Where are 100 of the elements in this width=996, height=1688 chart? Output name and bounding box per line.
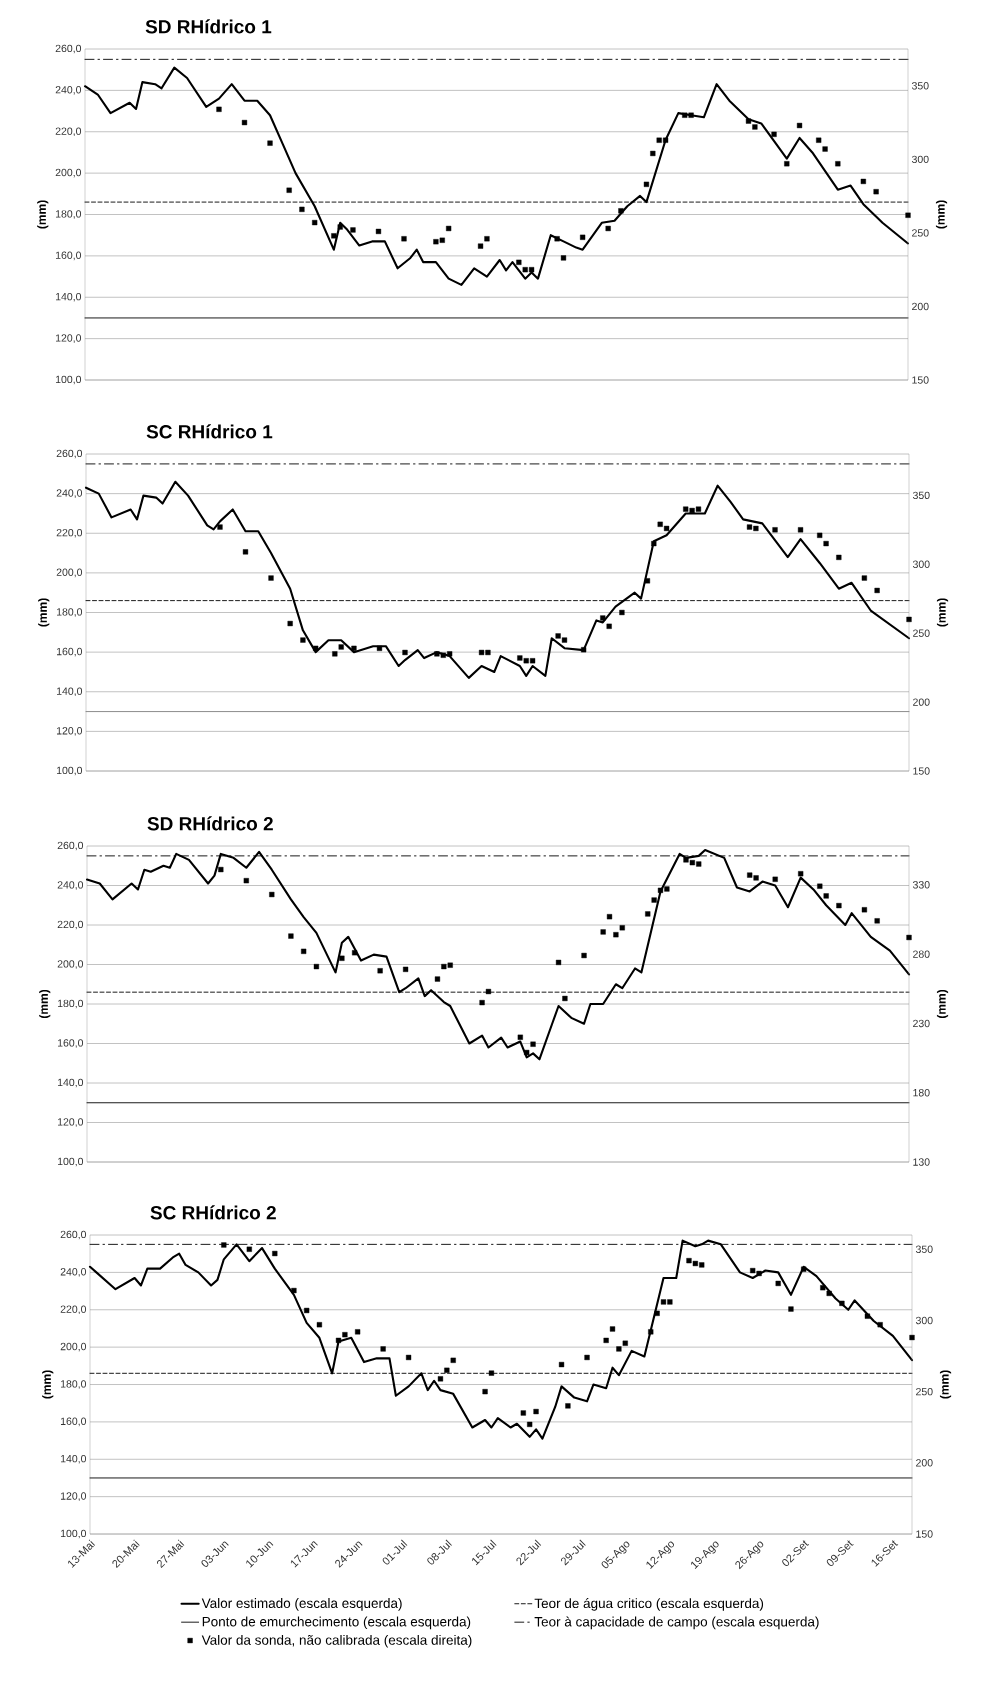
legend-label: Teor de água critico (escala esquerda) <box>534 1598 764 1611</box>
y2-tick-label: 250 <box>913 629 930 637</box>
point <box>529 267 535 273</box>
y2-tick-label: 200 <box>916 1459 933 1467</box>
y-axis-title: (mm) <box>38 598 50 627</box>
y-tick-label: 100,0 <box>57 1157 84 1167</box>
point <box>312 219 318 226</box>
point <box>377 968 383 974</box>
point <box>313 963 319 970</box>
point <box>861 575 867 581</box>
line-series <box>85 848 911 1061</box>
point <box>654 1310 660 1316</box>
point <box>816 137 822 143</box>
point <box>484 236 490 242</box>
point <box>772 876 778 882</box>
point <box>286 187 292 193</box>
point <box>771 131 777 137</box>
point <box>560 255 567 261</box>
y2-tick-label: 300 <box>912 560 930 568</box>
point <box>657 521 663 527</box>
point <box>906 934 912 941</box>
point <box>478 649 485 656</box>
y2-axis-title: (mm) <box>939 1370 952 1399</box>
point <box>616 1346 622 1352</box>
point <box>839 1300 845 1306</box>
y2-tick-label: 200 <box>912 302 929 311</box>
y-tick-label: 120,0 <box>55 334 82 343</box>
point <box>351 645 357 651</box>
point <box>335 1337 342 1343</box>
point <box>645 911 651 917</box>
y2-axis-title: (mm) <box>936 989 949 1019</box>
point <box>218 866 224 873</box>
y-tick-label: 240,0 <box>57 881 84 890</box>
point <box>299 206 305 212</box>
y-axis-title: (mm) <box>42 1370 54 1399</box>
point <box>606 914 613 920</box>
point <box>663 525 670 532</box>
point <box>603 1337 609 1343</box>
point <box>609 1326 616 1332</box>
point <box>267 140 273 146</box>
point <box>246 1246 252 1252</box>
y-tick-label: 220,0 <box>60 1305 87 1315</box>
y2-axis-title: (mm) <box>936 598 949 627</box>
y2-tick-label: 180 <box>913 1089 930 1097</box>
point <box>221 1242 227 1248</box>
point <box>906 616 912 622</box>
y2-tick-label: 250 <box>912 229 929 237</box>
legend-label: Valor estimado (escala esquerda) <box>201 1598 402 1611</box>
point <box>479 1000 485 1006</box>
point <box>477 243 484 249</box>
chart-title: SD RHídrico 2 <box>147 816 273 831</box>
point <box>695 506 702 512</box>
point <box>440 652 446 658</box>
point <box>338 644 344 650</box>
point <box>618 208 624 214</box>
y-axis-title: (mm) <box>39 989 51 1019</box>
point <box>683 506 689 512</box>
point <box>581 952 587 959</box>
point <box>269 891 275 898</box>
point <box>533 1408 539 1415</box>
point <box>797 527 804 533</box>
point <box>823 540 829 547</box>
y-tick-label: 260,0 <box>55 44 82 54</box>
point <box>403 966 409 972</box>
point <box>861 907 868 913</box>
point <box>562 995 568 1002</box>
point <box>350 227 356 233</box>
point <box>520 1410 526 1416</box>
point <box>401 236 407 242</box>
point <box>555 633 561 639</box>
y-tick-label: 240,0 <box>56 489 83 498</box>
point <box>434 651 440 657</box>
point <box>648 1329 654 1335</box>
point <box>288 933 294 939</box>
y-tick-label: 200,0 <box>60 1342 87 1352</box>
point <box>644 578 651 584</box>
point <box>434 976 441 982</box>
y-tick-label: 220,0 <box>57 920 84 930</box>
point <box>651 540 657 547</box>
point <box>217 524 223 530</box>
point <box>874 587 880 594</box>
point <box>820 1285 826 1291</box>
point <box>796 122 803 129</box>
point <box>446 225 452 232</box>
point <box>304 1307 310 1314</box>
line-series <box>88 1239 914 1440</box>
point <box>689 860 695 866</box>
point <box>439 237 445 243</box>
point <box>643 181 650 187</box>
point <box>622 1340 628 1346</box>
point <box>561 637 568 643</box>
point <box>664 886 670 892</box>
y-axis-title: (mm) <box>37 200 49 229</box>
point <box>331 233 337 239</box>
point <box>836 554 842 560</box>
y-tick-label: 180,0 <box>56 608 83 617</box>
y2-tick-label: 300 <box>911 155 929 164</box>
point <box>517 1034 523 1040</box>
point <box>488 1370 495 1376</box>
point <box>444 1367 450 1373</box>
